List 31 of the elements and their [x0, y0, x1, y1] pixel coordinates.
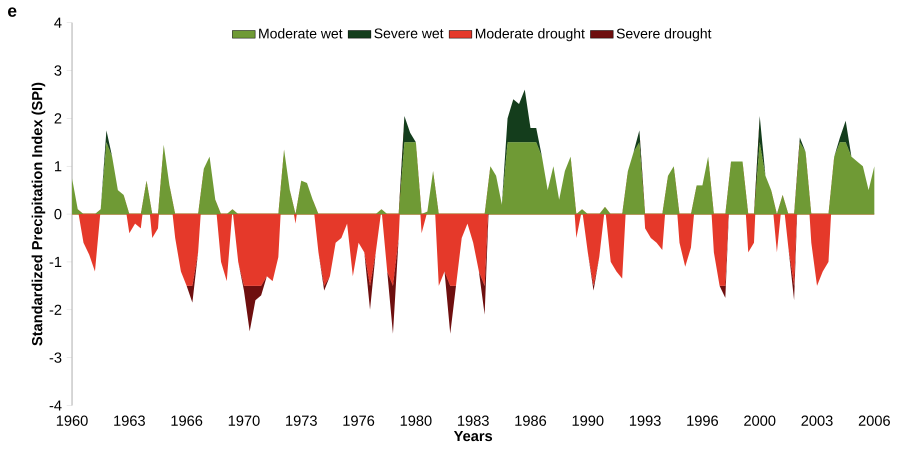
x-tick-label: 1963: [114, 416, 145, 426]
x-tick-label: 1960: [56, 416, 88, 426]
x-axis-title: Years: [454, 431, 492, 442]
x-tick-label: 1990: [572, 416, 604, 426]
legend-label: Severe drought: [616, 28, 712, 42]
y-axis-title: Standardized Precipitation Index (SPI): [32, 83, 46, 346]
x-tick-label: 1976: [343, 416, 374, 426]
x-tick-label: 2000: [744, 416, 776, 426]
y-tick-label: 1: [54, 161, 62, 172]
y-tick-label: -4: [50, 400, 62, 411]
x-tick-label: 1966: [171, 416, 202, 426]
x-tick-label: 2003: [801, 416, 833, 426]
legend-label: Moderate wet: [259, 28, 342, 39]
x-tick-label: 1970: [228, 416, 260, 426]
y-tick-label: -2: [50, 304, 62, 316]
y-tick-label: -1: [50, 257, 62, 268]
y-tick-label: 2: [54, 114, 62, 124]
legend-label: Severe wet: [374, 28, 444, 39]
x-tick-label: 1993: [630, 416, 661, 426]
x-tick-label: 2006: [858, 416, 890, 426]
y-tick-label: 4: [54, 18, 62, 28]
y-tick-label: -3: [50, 352, 62, 364]
x-tick-label: 1973: [286, 416, 317, 426]
text: e: [8, 8, 16, 18]
y-tick-label: 0: [54, 209, 62, 220]
x-tick-label: 1980: [400, 416, 432, 426]
x-tick-label: 1996: [687, 416, 718, 426]
x-tick-label: 1986: [515, 416, 546, 426]
y-tick-label: 3: [54, 66, 62, 76]
x-tick-label: 1983: [458, 416, 489, 426]
legend-label: Moderate drought: [476, 28, 585, 42]
